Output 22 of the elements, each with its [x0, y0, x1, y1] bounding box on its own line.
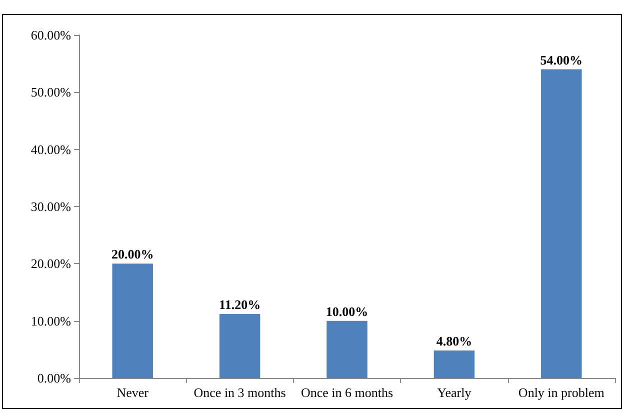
- bar: [541, 69, 582, 378]
- y-tick-label: 0.00%: [37, 370, 72, 386]
- bar: [219, 314, 260, 378]
- y-tick-label: 50.00%: [30, 84, 72, 100]
- bar: [112, 264, 153, 378]
- y-tick-label: 40.00%: [30, 142, 72, 157]
- x-tick-label: Once in 3 months: [194, 385, 286, 400]
- data-label: 10.00%: [326, 304, 368, 319]
- y-tick-label: 30.00%: [30, 199, 72, 214]
- bar: [434, 350, 475, 378]
- data-label: 54.00%: [540, 52, 583, 68]
- x-tick-label: Once in 6 months: [300, 385, 394, 400]
- y-tick-label: 10.00%: [30, 313, 72, 328]
- bar: [326, 320, 368, 378]
- x-tick-label: Never: [116, 385, 150, 400]
- data-label: 4.80%: [436, 334, 472, 349]
- x-tick-label: Yearly: [437, 385, 472, 400]
- y-tick-label: 20.00%: [30, 256, 72, 272]
- x-tick-label: Only in problem: [518, 385, 604, 400]
- data-label: 11.20%: [219, 296, 261, 312]
- y-tick-label: 60.00%: [30, 28, 72, 42]
- data-label: 20.00%: [111, 246, 154, 262]
